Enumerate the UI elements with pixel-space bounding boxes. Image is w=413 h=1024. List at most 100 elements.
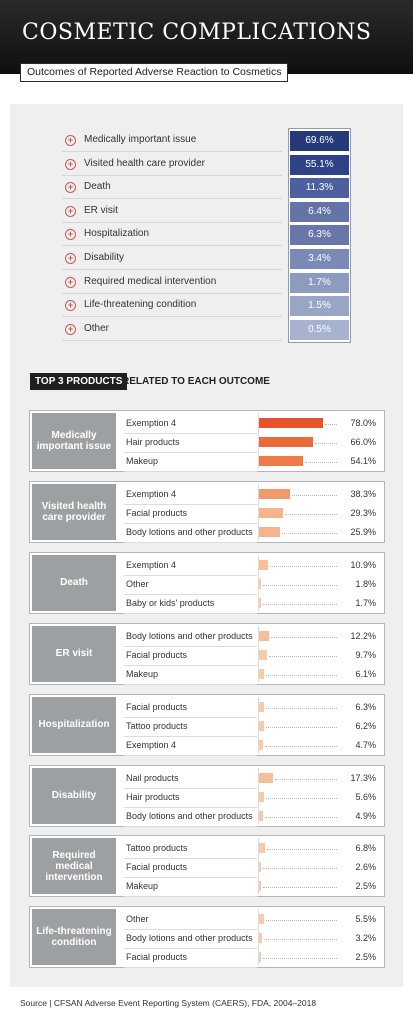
- leader-dots: [275, 778, 337, 780]
- divider: [258, 767, 259, 824]
- product-row: Other 1.8%: [120, 576, 382, 595]
- product-name: Makeup: [126, 668, 159, 679]
- product-row: Tattoo products 6.8%: [120, 840, 382, 860]
- product-row: Makeup 2.5%: [120, 878, 382, 898]
- leader-dots: [263, 939, 337, 941]
- value-label: 4.9%: [355, 810, 376, 821]
- value-bar: [259, 843, 265, 854]
- value-label: 9.7%: [355, 649, 376, 660]
- product-name: Facial products: [126, 649, 188, 660]
- outcome-row: + Disability: [62, 248, 282, 270]
- value-label: 25.9%: [350, 526, 376, 537]
- product-row: Other 5.5%: [120, 911, 382, 931]
- value-bar: [259, 437, 314, 447]
- value-bar: [259, 810, 264, 821]
- value-label: 2.6%: [355, 862, 376, 873]
- outcome-group-label: Disability: [32, 767, 116, 824]
- product-name: Facial products: [126, 862, 188, 873]
- product-name: Exemption 4: [126, 488, 177, 499]
- value-bar: [259, 507, 284, 518]
- value-label: 4.7%: [355, 739, 376, 750]
- value-bar: [259, 456, 304, 466]
- plus-circle-icon: +: [65, 205, 76, 217]
- outcome-row: + Hospitalization: [62, 224, 282, 247]
- row-separator: [124, 433, 257, 434]
- outcome-group-label: Life-threatening condition: [32, 909, 116, 966]
- outcome-label: Required medical intervention: [84, 275, 217, 287]
- leader-dots: [266, 726, 337, 728]
- divider: [258, 838, 259, 895]
- plus-circle-icon: +: [65, 323, 76, 335]
- product-name: Body lotions and other products: [126, 630, 253, 641]
- leader-dots: [271, 636, 337, 638]
- leader-dots: [263, 887, 337, 889]
- value-label: 1.8%: [355, 578, 376, 589]
- row-separator: [124, 664, 257, 666]
- header-banner: COSMETIC COMPLICATIONS: [0, 0, 413, 74]
- value-label: 38.3%: [350, 488, 376, 499]
- leader-dots: [263, 603, 337, 605]
- divider: [258, 625, 259, 682]
- value-label: 3.2%: [355, 933, 376, 944]
- value-label: 12.2%: [350, 630, 376, 641]
- value-bar: [259, 649, 267, 660]
- product-row: Body lotions and other products 4.9%: [120, 808, 382, 827]
- product-row: Makeup 6.1%: [120, 666, 382, 685]
- page-subtitle: Outcomes of Reported Adverse Reaction to…: [20, 63, 289, 82]
- outcome-label: Visited health care provider: [84, 157, 205, 169]
- outcome-group-label: Visited health care provider: [32, 483, 116, 540]
- outcome-percent: 69.6%: [290, 131, 349, 151]
- value-label: 2.5%: [355, 881, 376, 892]
- leader-dots: [305, 462, 337, 463]
- outcome-row: + Medically important issue: [62, 130, 282, 152]
- outcome-group: ER visit Body lotions and other products 1…: [29, 622, 385, 685]
- product-row: Facial products 6.3%: [120, 699, 382, 718]
- value-bar: [259, 559, 268, 570]
- product-row: Body lotions and other products 12.2%: [120, 628, 382, 647]
- value-bar: [259, 597, 261, 608]
- row-separator: [124, 716, 257, 718]
- product-row: Facial products 2.6%: [120, 859, 382, 879]
- product-name: Body lotions and other products: [126, 526, 253, 537]
- outcome-group: Death Exemption 4 10.9% Other 1.8% Baby or ki…: [29, 551, 385, 614]
- value-label: 17.3%: [350, 772, 376, 783]
- value-label: 5.5%: [355, 914, 376, 925]
- leader-dots: [324, 424, 337, 425]
- outcome-group: Life-threatening condition Other 5.5% Body …: [29, 906, 385, 969]
- product-name: Facial products: [126, 507, 188, 518]
- value-label: 54.1%: [350, 456, 376, 466]
- value-label: 66.0%: [350, 437, 376, 447]
- outcome-percent: 6.4%: [290, 201, 349, 222]
- source-note: Source | CFSAN Adverse Event Reporting S…: [20, 998, 317, 1008]
- outcome-group-label: ER visit: [32, 625, 116, 682]
- plus-circle-icon: +: [65, 182, 76, 194]
- outcome-percent: 11.3%: [290, 178, 349, 199]
- value-label: 29.3%: [350, 507, 376, 518]
- product-name: Other: [126, 578, 149, 589]
- divider: [258, 696, 259, 753]
- row-separator: [124, 522, 257, 524]
- product-row: Body lotions and other products 3.2%: [120, 930, 382, 950]
- outcome-percent: 1.7%: [290, 272, 349, 293]
- value-bar: [259, 914, 264, 925]
- row-separator: [124, 896, 257, 898]
- leader-dots: [315, 443, 337, 444]
- row-separator: [124, 787, 257, 789]
- outcome-row: + Required medical intervention: [62, 272, 282, 294]
- outcome-group-label: Medically important issue: [32, 413, 116, 469]
- product-name: Exemption 4: [126, 559, 177, 570]
- plus-circle-icon: +: [65, 253, 76, 264]
- leader-dots: [268, 655, 337, 657]
- value-bar: [259, 881, 262, 892]
- outcome-percent: 55.1%: [290, 154, 349, 175]
- divider: [258, 554, 259, 611]
- outcome-group: Disability Nail products 17.3% Hair product…: [29, 764, 385, 827]
- product-row: Tattoo products 6.2%: [120, 718, 382, 737]
- row-separator: [124, 574, 257, 576]
- product-name: Facial products: [126, 701, 188, 712]
- product-row: Nail products 17.3%: [120, 770, 382, 789]
- outcome-label: Disability: [84, 252, 125, 263]
- product-name: Baby or kids' products: [126, 597, 215, 608]
- value-label: 5.6%: [355, 791, 376, 802]
- product-row: Exemption 4 4.7%: [120, 737, 382, 756]
